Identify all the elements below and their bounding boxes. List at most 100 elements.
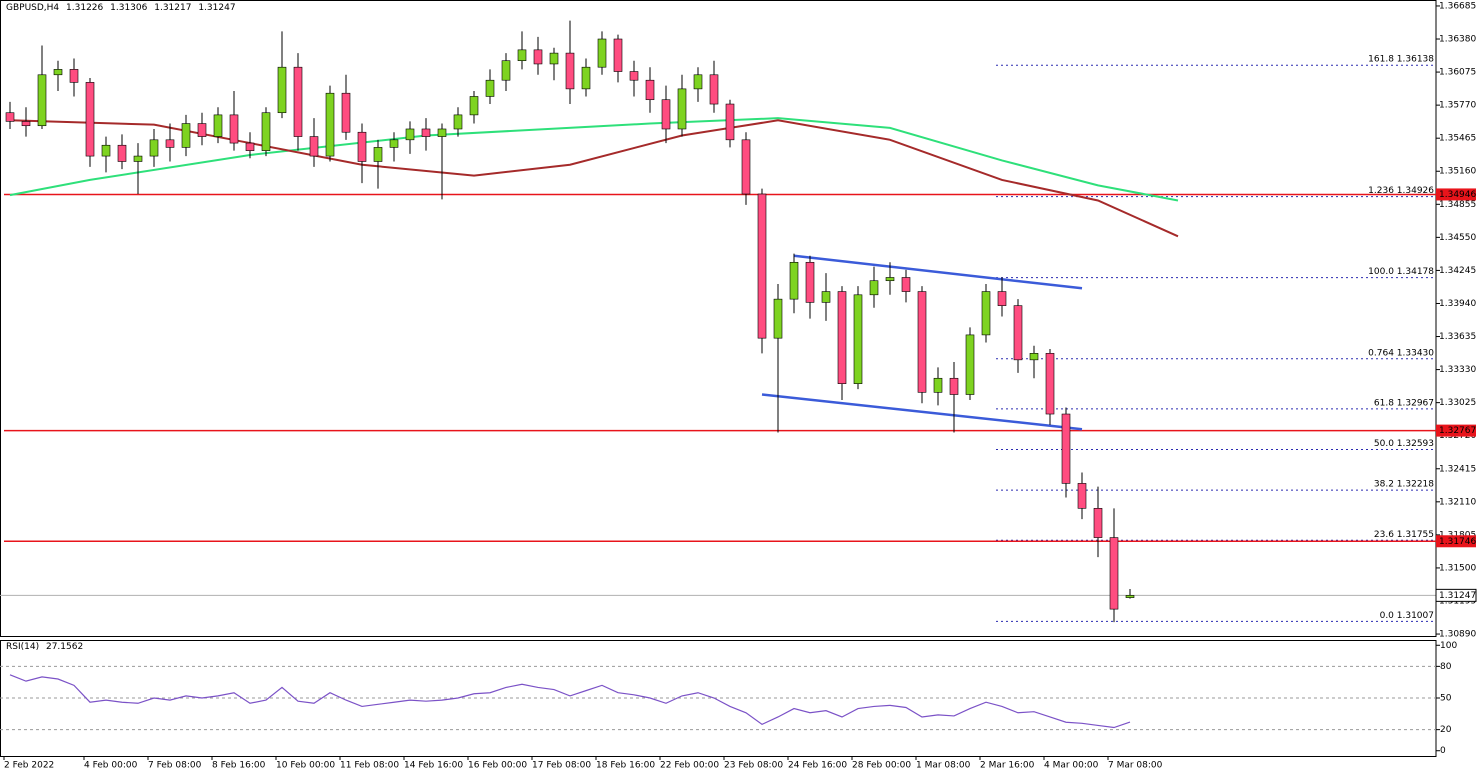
candle-body: [613, 38, 623, 72]
candle-body: [21, 121, 31, 127]
rsi-tick-label: 20: [1440, 725, 1452, 735]
y-tick-label: 1.36380: [1439, 35, 1476, 45]
candle-body: [901, 277, 911, 292]
candle-body: [117, 144, 127, 162]
candle-body: [693, 74, 703, 90]
candle-body: [1093, 508, 1103, 538]
candle-body: [485, 79, 495, 97]
candle-body: [533, 49, 543, 65]
x-tick-label: 22 Feb 00:00: [660, 761, 719, 771]
x-tick-label: 17 Feb 08:00: [532, 761, 591, 771]
candle-body: [373, 147, 383, 162]
x-tick-label: 7 Mar 08:00: [1108, 761, 1163, 771]
candle-body: [885, 277, 895, 282]
candle-body: [85, 82, 95, 157]
candle-body: [405, 128, 415, 141]
chart-header: GBPUSD,H4 1.31226 1.31306 1.31217 1.3124…: [6, 3, 240, 13]
level-tag: [1436, 424, 1476, 437]
ohlc-low: 1.31217: [154, 3, 192, 13]
candle-body: [181, 123, 191, 148]
y-tick-label: 1.31500: [1439, 563, 1476, 573]
candle-body: [357, 131, 367, 162]
candle-body: [1029, 353, 1039, 361]
y-tick-label: 1.36685: [1439, 1, 1476, 11]
candle-body: [213, 114, 223, 137]
candle-body: [1077, 483, 1087, 509]
candle-body: [581, 66, 591, 90]
candle-body: [453, 114, 463, 130]
candle-body: [197, 123, 207, 137]
rsi-tick-label: 0: [1440, 746, 1446, 756]
fib-label: 100.0 1.34178: [1368, 267, 1434, 277]
candle-body: [1045, 353, 1055, 415]
level-tag-label: 1.32767: [1439, 426, 1476, 436]
candle-body: [1109, 537, 1119, 610]
candle-body: [5, 112, 15, 122]
y-tick-label: 1.32415: [1439, 464, 1476, 474]
y-tick-label: 1.32110: [1439, 497, 1476, 507]
candle-body: [821, 291, 831, 303]
candle-body: [261, 112, 271, 151]
symbol: GBPUSD,H4: [6, 3, 60, 13]
candle-body: [309, 136, 319, 157]
candle-body: [773, 298, 783, 339]
candle-body: [53, 69, 63, 76]
candle-body: [853, 294, 863, 384]
x-tick-label: 10 Feb 00:00: [276, 761, 335, 771]
rsi-value: 27.1562: [45, 642, 84, 652]
candle-body: [597, 38, 607, 68]
candle-body: [805, 261, 815, 303]
candle-body: [421, 128, 431, 137]
fib-label: 0.0 1.31007: [1380, 611, 1434, 621]
y-tick-label: 1.33635: [1439, 332, 1476, 342]
ohlc-close: 1.31247: [198, 3, 236, 13]
candle-body: [933, 377, 943, 393]
rsi-tick-label: 50: [1440, 694, 1452, 704]
current-price-tag: [1435, 588, 1477, 602]
candle-body: [949, 377, 959, 395]
candle-body: [757, 193, 767, 339]
candle-body: [245, 142, 255, 151]
candle-body: [389, 139, 399, 148]
level-tag-label: 1.31746: [1439, 537, 1476, 547]
rsi-tick-label: 80: [1440, 662, 1452, 672]
candle-body: [709, 74, 719, 105]
trendline: [793, 254, 1083, 290]
price-panel: [0, 0, 1437, 637]
x-tick-label: 18 Feb 16:00: [596, 761, 655, 771]
y-tick-label: 1.36075: [1439, 68, 1476, 78]
rsi-header: RSI(14) 27.1562: [6, 642, 87, 652]
candle-body: [229, 114, 239, 144]
ohlc-high: 1.31306: [110, 3, 148, 13]
candle-body: [149, 139, 159, 157]
x-tick-label: 24 Feb 16:00: [788, 761, 847, 771]
y-tick-label: 1.33940: [1439, 299, 1476, 309]
candle-body: [1125, 595, 1135, 598]
candle-body: [677, 88, 687, 130]
candle-body: [437, 128, 447, 137]
candle-body: [1013, 305, 1023, 361]
candle-body: [501, 60, 511, 81]
x-tick-label: 4 Mar 00:00: [1044, 761, 1099, 771]
fib-label: 0.764 1.33430: [1368, 348, 1434, 358]
candle-body: [517, 49, 527, 61]
candle-body: [69, 69, 79, 83]
candle-body: [37, 74, 47, 127]
y-tick-label: 1.35160: [1439, 167, 1476, 177]
y-tick-label: 1.34245: [1439, 266, 1476, 276]
candle-body: [341, 92, 351, 133]
candle-body: [725, 103, 735, 141]
candle-body: [981, 291, 991, 336]
x-tick-label: 2 Mar 16:00: [980, 761, 1035, 771]
x-tick-label: 16 Feb 00:00: [468, 761, 527, 771]
candle-body: [917, 291, 927, 393]
y-tick-label: 1.35770: [1439, 101, 1476, 111]
candle-body: [325, 92, 335, 157]
fib-label: 161.8 1.36138: [1368, 55, 1434, 65]
y-tick-label: 1.30890: [1439, 630, 1476, 640]
y-tick-label: 1.33025: [1439, 398, 1476, 408]
x-tick-label: 28 Feb 00:00: [852, 761, 911, 771]
candle-body: [293, 66, 303, 137]
level-tag: [1436, 188, 1476, 201]
